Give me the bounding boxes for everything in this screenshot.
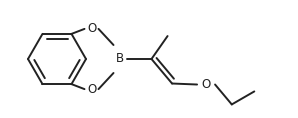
Text: O: O xyxy=(87,22,96,35)
Text: O: O xyxy=(87,83,96,96)
Text: B: B xyxy=(115,53,124,65)
Text: O: O xyxy=(201,78,211,91)
